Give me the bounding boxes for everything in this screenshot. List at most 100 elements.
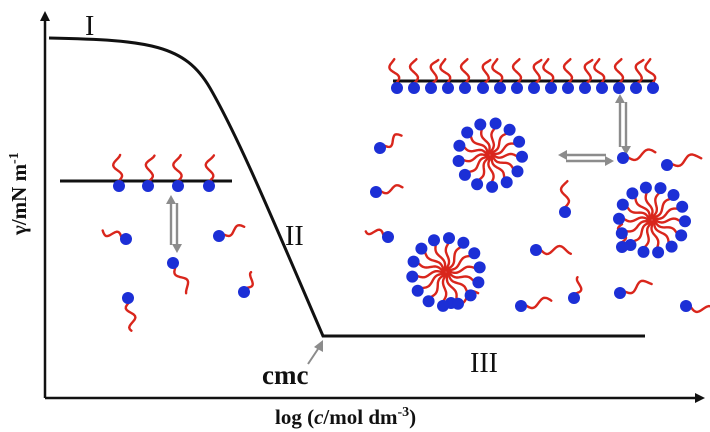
hydrophobic-tail bbox=[408, 58, 420, 85]
micelle-surfactant bbox=[407, 255, 446, 275]
micelle bbox=[406, 232, 486, 312]
micelle-surfactant bbox=[489, 150, 528, 163]
hydrophilic-head bbox=[471, 178, 484, 191]
hydrophilic-head bbox=[630, 82, 642, 94]
surfactant-molecule bbox=[515, 296, 553, 312]
hydrophilic-head bbox=[428, 234, 440, 247]
hydrophilic-head bbox=[486, 180, 499, 193]
hydrophilic-head bbox=[667, 189, 680, 201]
hydrophilic-head bbox=[425, 82, 437, 94]
hydrophilic-head bbox=[626, 187, 639, 200]
hydrophobic-tail bbox=[481, 58, 492, 85]
surfactant-molecule bbox=[661, 153, 703, 171]
hydrophobic-tail bbox=[416, 270, 447, 279]
hydrophilic-head bbox=[122, 292, 134, 304]
hydrophilic-head bbox=[652, 246, 665, 259]
hydrophilic-head bbox=[142, 180, 154, 192]
hydrophilic-head bbox=[680, 300, 692, 312]
surfactant-molecule bbox=[579, 58, 594, 94]
hydrophilic-head bbox=[676, 200, 689, 213]
hydrophobic-tail bbox=[446, 270, 469, 294]
surfactant-molecule bbox=[364, 228, 394, 243]
hydrophilic-head bbox=[568, 292, 580, 304]
surfactant-molecule bbox=[528, 58, 543, 94]
hydrophobic-tail bbox=[622, 216, 653, 223]
micelle-surfactant bbox=[487, 117, 502, 155]
micelle-surfactant bbox=[616, 198, 652, 222]
micelle-surfactant bbox=[649, 182, 667, 220]
hydrophobic-tail bbox=[204, 154, 216, 183]
micelle-surfactant bbox=[652, 218, 678, 253]
hydrophobic-tail bbox=[459, 58, 471, 85]
hydrophilic-head bbox=[167, 257, 179, 269]
micelle-surfactant bbox=[446, 270, 477, 302]
micelle-surfactant bbox=[444, 247, 481, 272]
hydrophobic-tail bbox=[445, 271, 458, 301]
cmc-label: cmc bbox=[262, 360, 308, 390]
hydrophobic-tail bbox=[462, 153, 491, 163]
micelle-surfactant bbox=[489, 135, 526, 155]
hydrophilic-head bbox=[464, 289, 477, 302]
hydrophilic-head bbox=[624, 239, 637, 251]
hydrophobic-tail bbox=[490, 154, 506, 180]
hydrophilic-head bbox=[528, 82, 540, 94]
micelle-surfactant bbox=[651, 215, 691, 228]
micelle-surfactant bbox=[490, 153, 524, 178]
hydrophobic-tail bbox=[583, 58, 594, 85]
micelle-surfactant bbox=[488, 123, 516, 155]
surfactant-molecule bbox=[530, 244, 572, 256]
surfactant-molecule bbox=[680, 300, 710, 314]
hydrophilic-head bbox=[613, 82, 625, 94]
hydrophilic-head bbox=[408, 82, 420, 94]
hydrophobic-tail bbox=[480, 128, 491, 156]
hydrophilic-head bbox=[473, 261, 486, 274]
micelle-surfactant bbox=[461, 126, 490, 157]
surfactant-molecule bbox=[172, 153, 184, 192]
surfactant-molecule bbox=[568, 276, 583, 304]
hydrophobic-tail bbox=[443, 241, 451, 273]
surfactant-molecule bbox=[459, 58, 471, 94]
hydrophilic-head bbox=[477, 82, 489, 94]
hydrophobic-tail bbox=[626, 148, 657, 162]
hydrophobic-tail bbox=[626, 205, 652, 222]
surfactant-molecule bbox=[630, 58, 645, 94]
surfactant-molecule bbox=[101, 229, 132, 245]
hydrophobic-tail bbox=[124, 301, 137, 332]
hydrophilic-head bbox=[461, 126, 474, 139]
right-vertical-equilibrium-arrow bbox=[615, 94, 631, 155]
micelle-surfactant bbox=[486, 154, 499, 193]
hydrophobic-tail bbox=[650, 219, 660, 249]
micelle-surfactant bbox=[474, 118, 491, 156]
micelle-surfactant bbox=[651, 200, 689, 220]
hydrophobic-tail bbox=[429, 58, 440, 85]
hydrophobic-tail bbox=[643, 220, 655, 249]
hydrophilic-head bbox=[452, 297, 464, 310]
micelles bbox=[406, 117, 691, 312]
surfactant-molecule bbox=[425, 58, 440, 94]
surfactant-molecule bbox=[542, 58, 557, 94]
hydrophobic-tail bbox=[634, 196, 652, 222]
hydrophobic-tail bbox=[469, 134, 490, 157]
hydrophobic-tail bbox=[420, 272, 448, 290]
hydrophobic-tail bbox=[634, 58, 645, 85]
surfactant-molecule bbox=[617, 148, 657, 164]
micelle-surfactant bbox=[415, 242, 446, 274]
hydrophobic-tail bbox=[689, 304, 710, 314]
hydrophilic-head bbox=[562, 82, 574, 94]
x-axis-label: log (c/mol dm-3) bbox=[275, 405, 416, 429]
hydrophilic-head bbox=[172, 180, 184, 192]
hydrophobic-tail bbox=[434, 243, 447, 273]
hydrophilic-head bbox=[457, 236, 470, 249]
y-axis-label-superscript: -1 bbox=[7, 152, 22, 164]
micelle-surfactant bbox=[445, 261, 486, 274]
hydrophobic-tail bbox=[487, 127, 496, 155]
hydrophobic-tail bbox=[430, 272, 448, 299]
micelle-surfactant bbox=[639, 181, 654, 221]
micelle-surfactant bbox=[422, 272, 448, 308]
hydrophobic-tail bbox=[441, 271, 449, 303]
micelle-surfactant bbox=[458, 155, 492, 181]
hydrophobic-tail bbox=[144, 154, 156, 183]
hydrophobic-tail bbox=[652, 218, 678, 235]
hydrophilic-head bbox=[665, 240, 678, 253]
